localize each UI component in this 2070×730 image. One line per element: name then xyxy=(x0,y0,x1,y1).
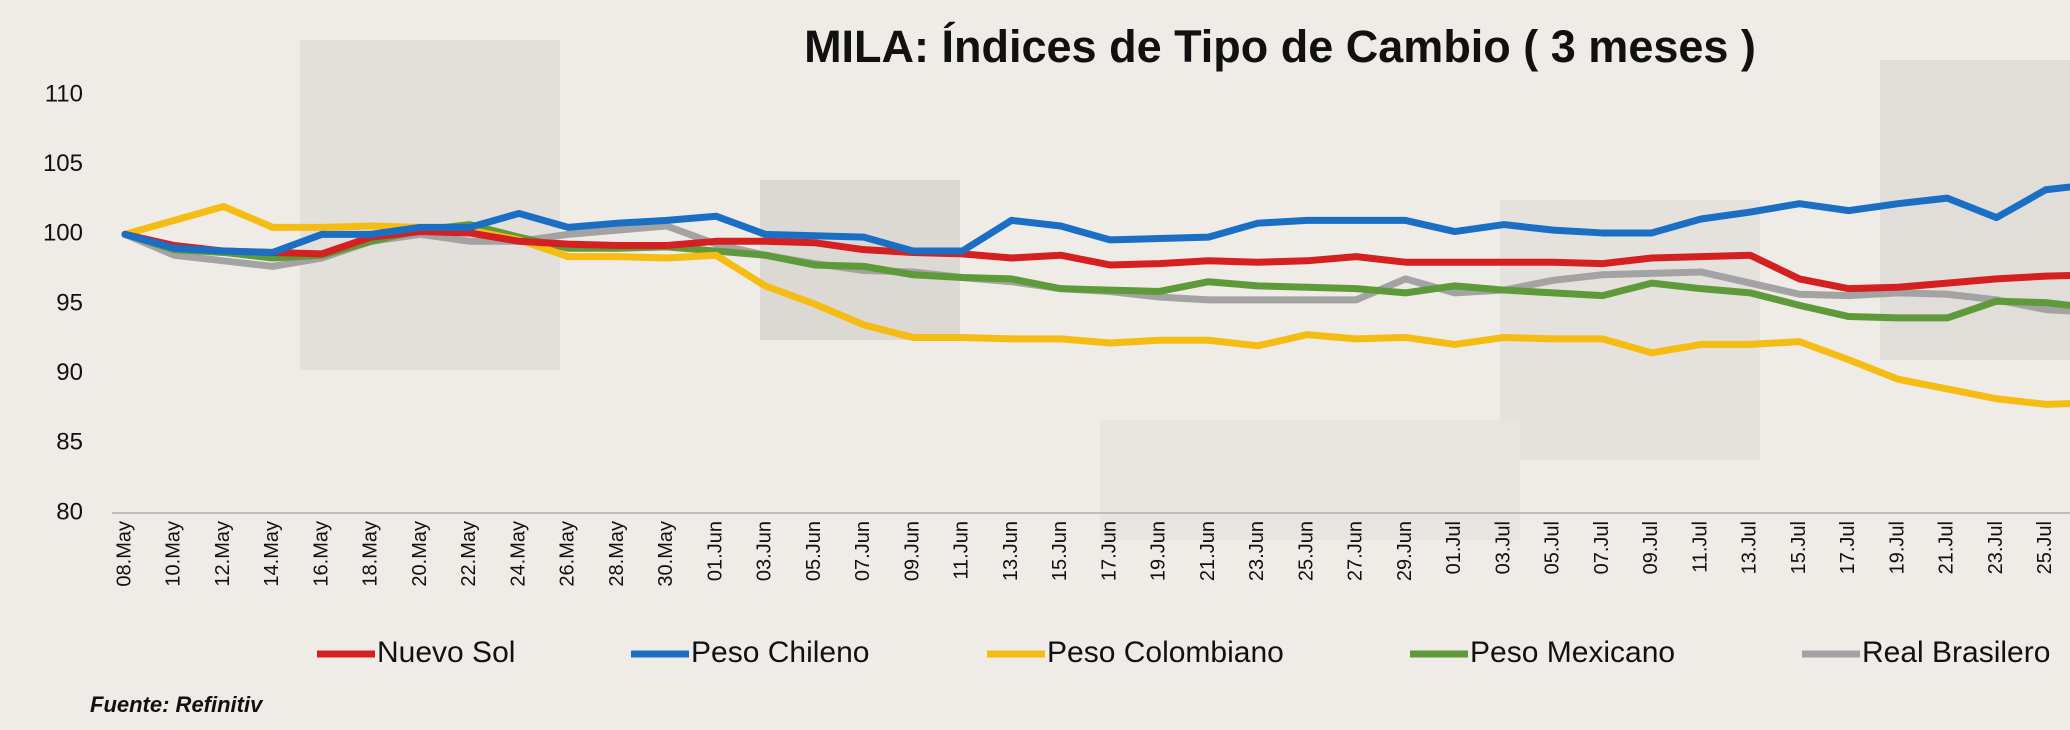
x-tick-label: 15.Jul xyxy=(1788,521,1810,574)
x-tick-label: 20.May xyxy=(409,521,431,587)
x-tick-label: 29.Jun xyxy=(1394,521,1416,581)
series-line xyxy=(121,228,2070,293)
x-tick-label: 12.May xyxy=(212,521,234,587)
x-tick-label: 28.May xyxy=(606,521,628,587)
x-tick-label: 09.Jun xyxy=(901,521,923,581)
y-tick-label: 100 xyxy=(43,220,83,247)
plot-area xyxy=(121,183,2070,408)
legend-label: Peso Colombiano xyxy=(1047,636,1284,669)
legend-label: Peso Mexicano xyxy=(1470,636,1675,669)
x-tick-label: 27.Jun xyxy=(1345,521,1367,581)
x-tick-label: 17.Jul xyxy=(1837,521,1859,574)
legend-label: Peso Chileno xyxy=(691,636,869,669)
source-note: Fuente: Refinitiv xyxy=(90,692,264,717)
series-line xyxy=(121,183,2070,256)
x-tick-label: 22.May xyxy=(458,521,480,587)
x-tick-label: 03.Jul xyxy=(1492,521,1514,574)
x-tick-label: 11.Jul xyxy=(1689,521,1711,573)
x-tick-label: 23.Jul xyxy=(1985,521,2007,574)
x-tick-label: 01.Jun xyxy=(704,521,726,581)
x-tick-label: 03.Jun xyxy=(754,521,776,581)
x-tick-label: 07.Jul xyxy=(1591,521,1613,574)
y-tick-label: 90 xyxy=(56,359,83,386)
y-tick-label: 105 xyxy=(43,150,83,177)
legend-label: Real Brasilero xyxy=(1862,636,2050,669)
x-tick-label: 23.Jun xyxy=(1246,521,1268,581)
x-tick-label: 01.Jul xyxy=(1443,521,1465,574)
x-tick-label: 16.May xyxy=(310,521,332,587)
x-tick-label: 19.Jul xyxy=(1886,521,1908,574)
x-tick-label: 21.Jul xyxy=(1936,521,1958,574)
x-tick-label: 26.May xyxy=(557,521,579,587)
x-tick-label: 30.May xyxy=(655,521,677,587)
y-tick-label: 80 xyxy=(56,498,83,525)
chart-title: MILA: Índices de Tipo de Cambio ( 3 mese… xyxy=(804,21,1756,72)
legend-label: Nuevo Sol xyxy=(377,636,515,669)
x-tick-label: 21.Jun xyxy=(1197,521,1219,581)
x-tick-label: 05.Jul xyxy=(1542,521,1564,574)
x-tick-label: 09.Jul xyxy=(1640,521,1662,574)
x-tick-label: 07.Jun xyxy=(852,521,874,581)
x-tick-label: 15.Jun xyxy=(1049,521,1071,581)
x-tick-label: 13.Jul xyxy=(1739,521,1761,574)
x-tick-label: 08.May xyxy=(113,521,135,587)
x-tick-label: 13.Jun xyxy=(1000,521,1022,581)
x-tick-label: 14.May xyxy=(261,521,283,587)
x-tick-label: 19.Jun xyxy=(1148,521,1170,581)
x-tick-label: 25.Jun xyxy=(1295,521,1317,581)
x-tick-label: 24.May xyxy=(507,521,529,587)
x-tick-label: 17.Jun xyxy=(1098,521,1120,581)
x-tick-label: 05.Jun xyxy=(803,521,825,581)
x-tick-label: 10.May xyxy=(163,521,185,587)
y-tick-label: 95 xyxy=(56,289,83,316)
x-tick-label: 25.Jul xyxy=(2034,521,2056,574)
y-tick-label: 110 xyxy=(45,80,83,107)
x-tick-label: 11.Jun xyxy=(951,521,973,580)
x-tick-label: 18.May xyxy=(360,521,382,587)
y-tick-label: 85 xyxy=(56,429,83,456)
